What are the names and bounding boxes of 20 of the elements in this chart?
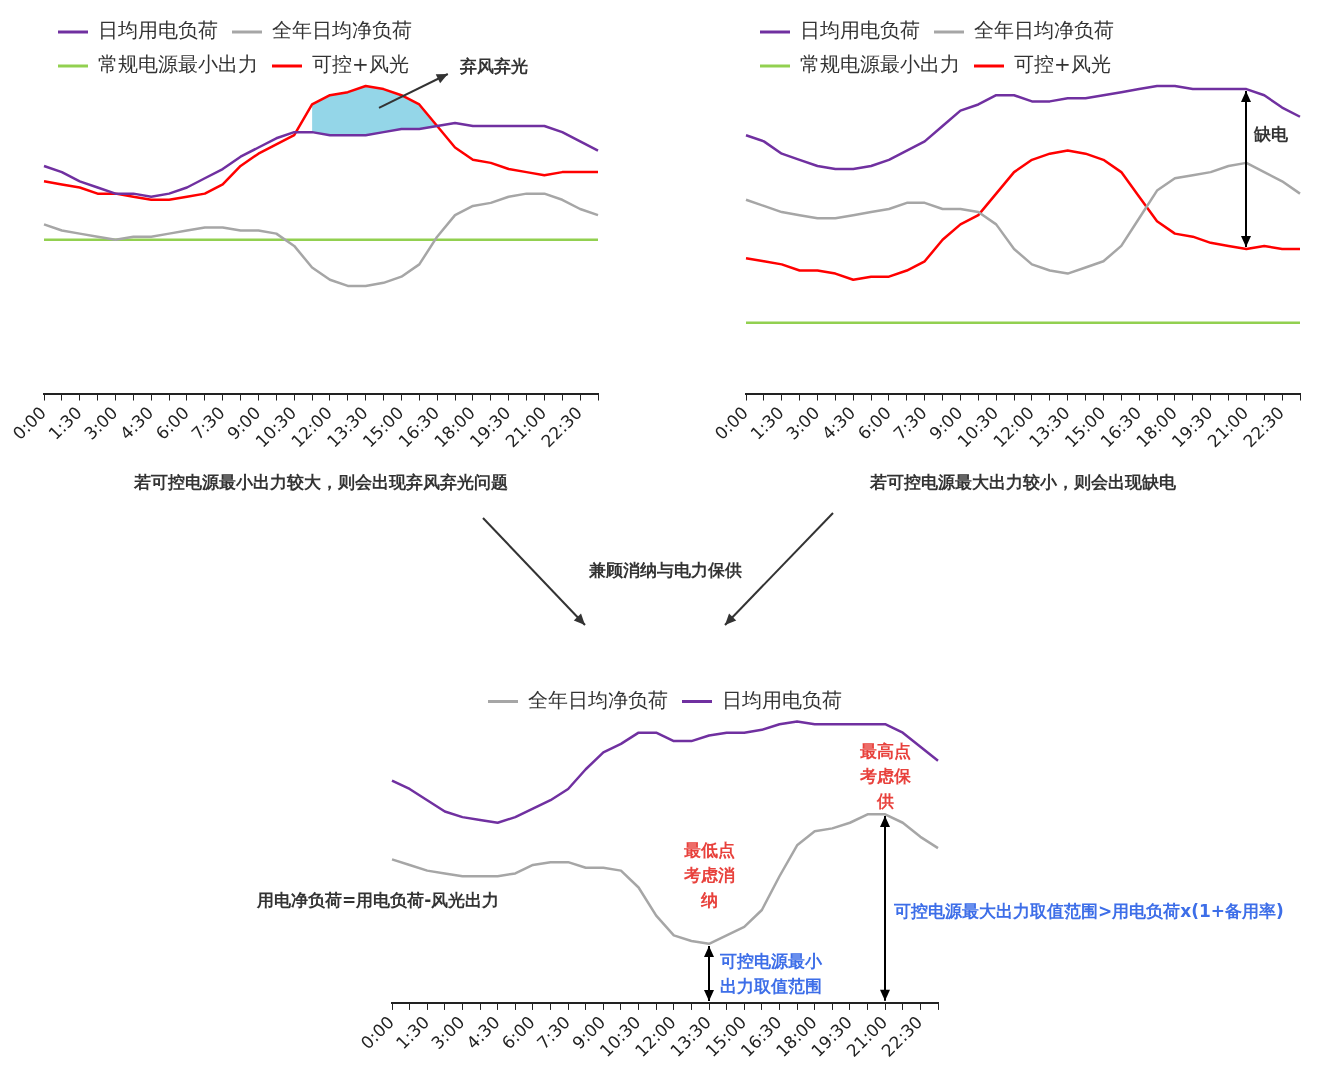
annotation: 最高点考虑保供 [858, 741, 912, 812]
annotation: 可控电源最大出力取值范围>用电负荷x(1+备用率) [892, 901, 1284, 922]
text: 弃风弃光 [459, 55, 529, 76]
legend-label: 全年日均净负荷 [272, 18, 412, 43]
legend-label: 可控+风光 [312, 52, 409, 77]
legend-label: 日均用电负荷 [98, 18, 218, 43]
annotation: 最低点考虑消纳 [682, 839, 735, 910]
annotation: 可控电源最小出力取值范围 [718, 950, 823, 996]
x-axis-title: 若可控电源最大出力较小，则会出现缺电 [869, 472, 1177, 493]
legend-label: 日均用电负荷 [800, 18, 920, 43]
legend-label: 日均用电负荷 [722, 687, 842, 712]
legend-label: 常规电源最小出力 [800, 52, 960, 77]
chart-title: 兼顾消纳与电力保供 [587, 559, 742, 580]
legend-label: 可控+风光 [1014, 52, 1111, 77]
annotation: 用电净负荷=用电负荷-风光出力 [256, 890, 500, 910]
legend-label: 全年日均净负荷 [528, 687, 668, 712]
annotation: 缺电 [1252, 123, 1289, 144]
legend-label: 常规电源最小出力 [98, 52, 258, 77]
legend-label: 全年日均净负荷 [974, 18, 1114, 43]
x-axis-title: 若可控电源最小出力较大，则会出现弃风弃光问题 [133, 472, 508, 493]
